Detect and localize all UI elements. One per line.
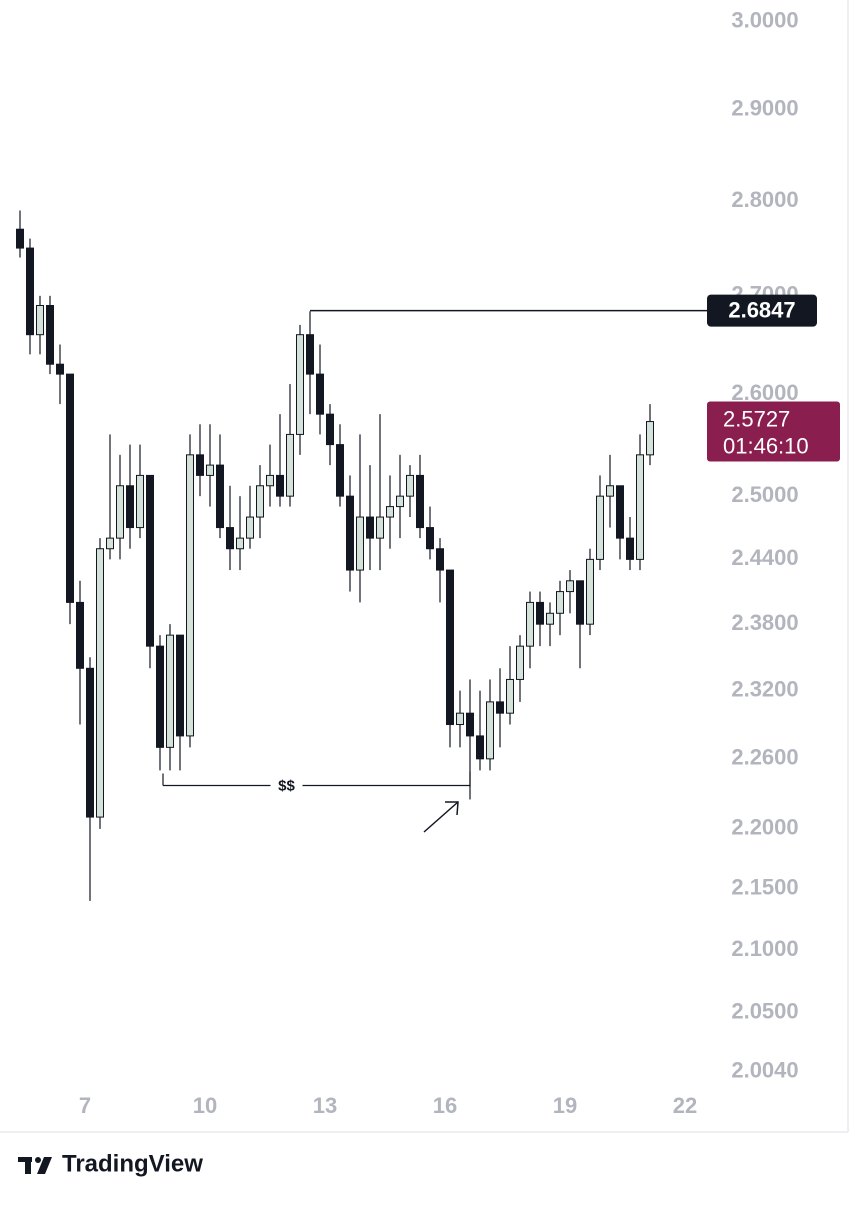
x-tick-label: 16: [433, 1093, 457, 1118]
candle-body: [596, 495, 604, 560]
candle-body: [196, 454, 204, 476]
candle-body: [246, 516, 254, 539]
candle-body: [446, 569, 454, 726]
candle-body: [516, 645, 524, 680]
candle-body: [26, 247, 34, 336]
candle-body: [116, 485, 124, 539]
candle-body: [106, 537, 114, 550]
candle-body: [146, 474, 154, 647]
candle-body: [186, 454, 194, 737]
liquidity-text-bg: [270, 775, 303, 796]
last-price-label: 2.5727: [723, 406, 790, 431]
x-tick-label: 7: [79, 1093, 91, 1118]
x-tick-label: 19: [553, 1093, 577, 1118]
candle-body: [166, 634, 174, 748]
logo: [18, 1157, 52, 1174]
candle-body: [586, 558, 594, 625]
y-tick-label: 2.0040: [731, 1058, 798, 1083]
level-label: 2.6847: [728, 297, 795, 322]
x-tick-label: 13: [313, 1093, 337, 1118]
y-tick-label: 2.8000: [731, 187, 798, 212]
y-tick-label: 2.9000: [731, 96, 798, 121]
candle-body: [176, 634, 184, 737]
level-label-box: [707, 294, 817, 327]
candle-body: [506, 678, 514, 714]
candle-body: [36, 304, 44, 336]
candle-body: [126, 485, 134, 529]
candle-body: [546, 612, 554, 625]
candle-body: [456, 712, 464, 726]
liquidity-text: $$: [278, 777, 295, 794]
candle-body: [466, 712, 474, 737]
candle-body: [346, 495, 354, 571]
candle-body: [336, 444, 344, 497]
candle-body: [266, 474, 274, 487]
candle-body: [96, 548, 104, 818]
candle-body: [16, 228, 24, 249]
candle-body: [536, 601, 544, 625]
y-tick-label: 2.2000: [731, 815, 798, 840]
candle-body: [476, 735, 484, 760]
y-tick-label: 2.0500: [731, 998, 798, 1023]
candle-body: [206, 464, 214, 476]
candle-body: [416, 474, 424, 529]
candle-body: [376, 516, 384, 539]
x-tick-label: 10: [193, 1093, 217, 1118]
candle-body: [396, 495, 404, 508]
y-tick-label: 3.0000: [731, 7, 798, 32]
candle-body: [66, 373, 74, 603]
candle-body: [626, 537, 634, 560]
y-tick-label: 2.5000: [731, 482, 798, 507]
candle-body: [646, 421, 654, 456]
arrow: [423, 801, 459, 833]
y-tick-label: 2.6000: [731, 380, 798, 405]
y-tick-label: 2.2600: [731, 745, 798, 770]
candle-body: [636, 454, 644, 560]
candle-body: [566, 580, 574, 593]
candle-body: [616, 485, 624, 539]
candle-body: [46, 304, 54, 365]
candle-body: [86, 667, 94, 818]
candle-body: [276, 474, 284, 497]
candle-body: [216, 464, 224, 529]
candle-body: [326, 413, 334, 446]
candle-body: [156, 645, 164, 748]
candle-body: [386, 506, 394, 518]
candle-body: [556, 591, 564, 614]
candle-body: [356, 516, 364, 571]
candle-body: [76, 601, 84, 669]
y-tick-label: 2.4400: [731, 545, 798, 570]
candle-body: [256, 485, 264, 518]
candle-body: [236, 537, 244, 550]
candle-body: [136, 474, 144, 529]
candle-body: [366, 516, 374, 539]
candle-body: [306, 334, 314, 375]
candle-body: [226, 527, 234, 550]
candle-body: [436, 548, 444, 571]
y-tick-label: 2.3800: [731, 610, 798, 635]
candle-body: [316, 373, 324, 415]
candle-body: [56, 363, 64, 375]
y-tick-label: 2.3200: [731, 676, 798, 701]
candles: [16, 210, 654, 901]
candle-body: [576, 580, 584, 625]
candle-body: [406, 474, 414, 497]
candle-body: [426, 527, 434, 550]
brand-name: TradingView: [62, 1150, 203, 1177]
y-tick-label: 2.1500: [731, 875, 798, 900]
last-price-box: [707, 401, 840, 462]
x-tick-label: 22: [673, 1093, 697, 1118]
y-tick-label: 2.1000: [731, 936, 798, 961]
candle-body: [296, 334, 304, 435]
candle-body: [486, 701, 494, 760]
countdown-label: 01:46:10: [723, 433, 809, 458]
candle-body: [496, 701, 504, 714]
candle-body: [286, 433, 294, 497]
candle-body: [606, 485, 614, 497]
candle-body: [526, 601, 534, 647]
